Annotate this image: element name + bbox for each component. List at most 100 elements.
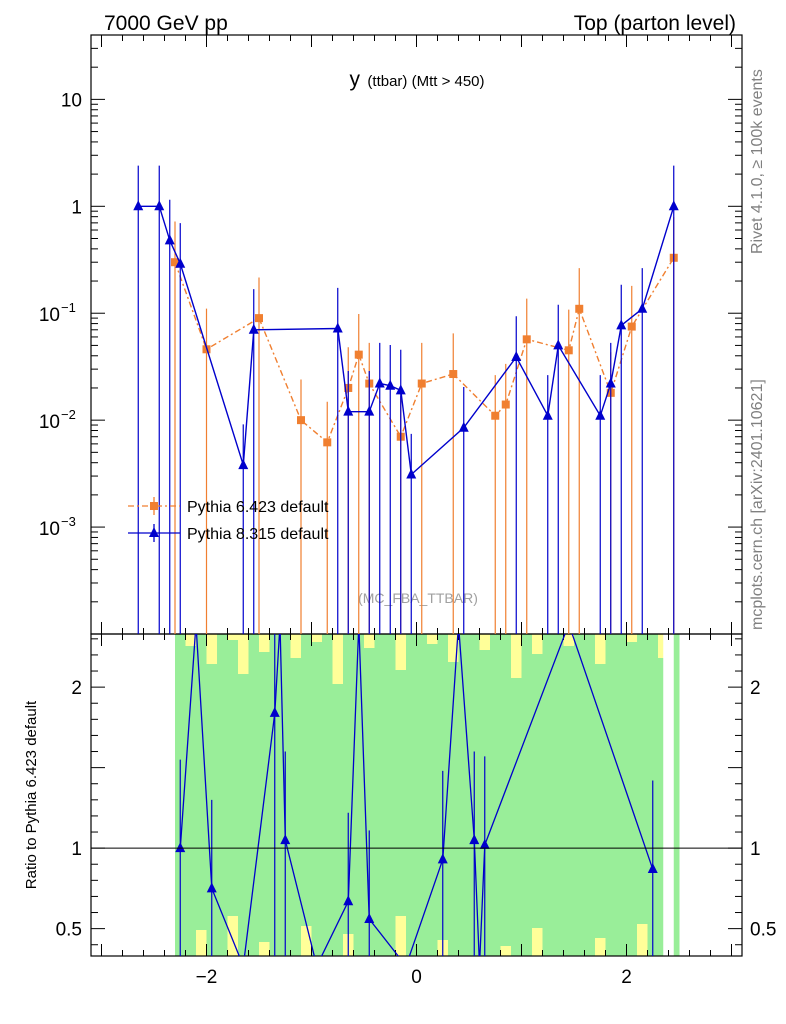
data-point-pythia8 [364, 405, 375, 416]
ratio-band-green [542, 634, 554, 956]
data-point-pythia8 [406, 468, 417, 479]
y-tick-label-main-exp-power: −1 [61, 300, 76, 315]
data-point-pythia8 [133, 200, 144, 211]
ratio-band-green [563, 646, 575, 956]
data-point-pythia8 [154, 200, 165, 211]
ratio-band-green [553, 634, 564, 956]
data-point-pythia6 [575, 304, 584, 313]
y-tick-label-main-exp-power: −3 [61, 514, 76, 529]
ratio-band-green [238, 674, 249, 956]
ratio-band-green [637, 634, 648, 924]
ratio-band-green [217, 634, 228, 956]
ratio-point-pythia8 [280, 834, 291, 845]
ratio-band-green [227, 640, 239, 916]
series-pythia8 [133, 165, 679, 634]
header-right: Top (parton level) [574, 12, 736, 35]
ratio-band-green [374, 634, 386, 956]
y-tick-label-main-exp-power: −2 [61, 407, 76, 422]
ratio-band-green [416, 634, 428, 956]
data-point-pythia6 [449, 370, 458, 379]
data-point-pythia8 [616, 319, 627, 330]
ratio-band-green [290, 658, 302, 956]
ratio-point-pythia8 [175, 842, 186, 853]
plot-title-main: y [349, 68, 360, 91]
ratio-band-green [511, 678, 522, 956]
ratio-band-green [521, 634, 533, 956]
ratio-band-green [301, 634, 312, 926]
ratio-band-green [322, 634, 333, 956]
data-point-pythia8 [385, 379, 396, 390]
data-point-pythia6 [491, 411, 500, 420]
y-tick-label-main-exp: 10 [39, 412, 60, 433]
ratio-band-green [595, 664, 606, 938]
data-point-pythia6 [627, 322, 636, 331]
ratio-series-pythia8 [175, 634, 658, 956]
analysis-watermark: (MC_FBA_TTBAR) [358, 590, 478, 606]
ratio-band-green [532, 654, 543, 928]
ratio-band-green [427, 644, 438, 956]
legend-label-pythia8: Pythia 8.315 default [187, 526, 329, 543]
data-point-pythia8 [553, 339, 564, 350]
y-tick-label-ratio-right: 2 [750, 678, 761, 699]
ratio-point-pythia8 [269, 706, 280, 717]
ratio-point-pythia8 [206, 882, 217, 893]
data-point-pythia6 [354, 350, 363, 359]
ratio-band-green [343, 634, 354, 934]
legend-entry-pythia6: Pythia 6.423 default [128, 497, 329, 516]
ratio-band-green [248, 634, 260, 956]
ratio-point-pythia8 [479, 838, 490, 849]
plot-title-sub: (ttbar) (Mtt > 450) [367, 73, 484, 90]
data-point-pythia8 [605, 377, 616, 388]
ratio-band-green [616, 634, 627, 956]
data-point-pythia8 [395, 384, 406, 395]
y-tick-label-main-exp: 10 [39, 519, 60, 540]
ratio-point-pythia8 [364, 912, 375, 923]
data-point-pythia8 [343, 405, 354, 416]
ratio-band-green [353, 634, 365, 956]
data-point-pythia8 [374, 377, 385, 388]
data-point-pythia6 [255, 314, 263, 323]
data-point-pythia8 [542, 409, 553, 420]
ratio-band-green [626, 642, 638, 956]
data-point-pythia6 [171, 258, 179, 267]
y-tick-label-ratio-right: 0.5 [750, 920, 776, 941]
data-point-pythia8 [175, 257, 186, 268]
data-point-pythia8 [511, 350, 522, 361]
legend: Pythia 6.423 default Pythia 8.315 defaul… [128, 497, 329, 543]
data-point-pythia8 [164, 234, 175, 245]
header-left: 7000 GeV pp [104, 12, 228, 35]
rivet-version-label: Rivet 4.1.0, ≥ 100k events [749, 69, 766, 254]
data-point-pythia6 [297, 416, 305, 425]
mcplots-label: mcplots.cern.ch [arXiv:2401.10621] [749, 379, 766, 630]
data-point-pythia6 [417, 379, 426, 388]
legend-marker-pythia6 [150, 502, 158, 510]
data-point-pythia6 [323, 438, 332, 447]
ratio-band-gap [663, 634, 674, 956]
ratio-band-green [584, 634, 596, 956]
ratio-band-green [605, 634, 617, 956]
x-tick-label: 0 [411, 967, 422, 988]
ratio-band-green [490, 634, 501, 956]
y-tick-label-ratio: 1 [71, 839, 82, 860]
ratio-ylabel: Ratio to Pythia 6.423 default [23, 700, 40, 889]
ratio-band-green [668, 634, 680, 956]
ratio-band-green [406, 634, 417, 956]
data-point-pythia8 [668, 200, 679, 211]
y-tick-label-ratio: 2 [71, 678, 82, 699]
ratio-band-green [364, 648, 375, 956]
data-point-pythia6 [564, 346, 573, 355]
x-tick-label: −2 [196, 967, 218, 988]
main-plot-frame [90, 34, 743, 635]
ratio-band-green [185, 646, 197, 956]
series-line-pythia8 [138, 205, 675, 476]
main-series-layer [133, 165, 679, 634]
ratio-band-green [385, 634, 396, 956]
ratio-point-pythia8 [647, 863, 658, 874]
data-point-pythia8 [595, 409, 606, 420]
plot-title: y (ttbar) (Mtt > 450) [349, 68, 484, 91]
data-point-pythia8 [637, 302, 648, 313]
ratio-series-layer [175, 634, 658, 956]
data-point-pythia8 [248, 323, 259, 334]
ratio-band-green [574, 634, 585, 956]
